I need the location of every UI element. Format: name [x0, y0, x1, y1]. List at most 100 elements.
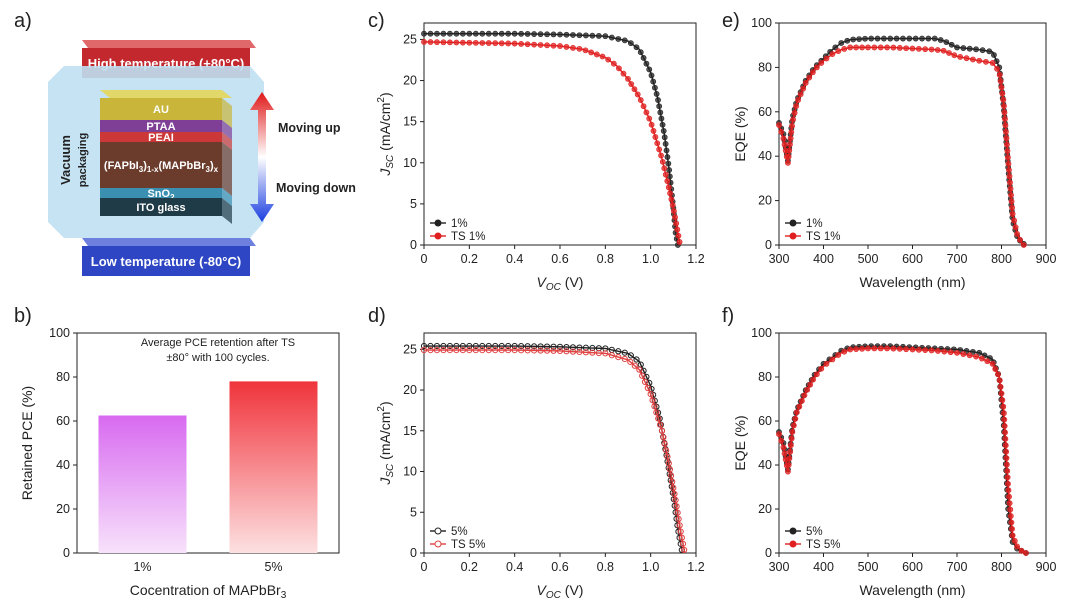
- y-axis-label: EQE (%): [732, 415, 748, 470]
- data-point: [646, 66, 653, 73]
- y-tick-label: 5: [410, 505, 417, 519]
- data-point: [788, 435, 795, 442]
- data-point: [434, 30, 440, 37]
- data-point: [1004, 468, 1011, 474]
- data-point: [847, 346, 854, 353]
- x-tick-label: 600: [902, 252, 923, 266]
- data-point: [835, 352, 842, 358]
- data-point: [610, 60, 617, 67]
- y-tick-label: 0: [765, 238, 772, 252]
- data-point: [674, 226, 681, 233]
- data-point: [440, 39, 447, 46]
- chart-e: 0 20 40 60 80 100 EQE (%) 300 400 500 600 700 800 900…: [732, 16, 1056, 290]
- layer-1: [100, 120, 222, 132]
- y-tick-label: 15: [403, 424, 417, 438]
- data-point: [550, 343, 557, 350]
- data-point: [969, 56, 976, 63]
- plot-frame: [423, 22, 697, 246]
- data-point: [472, 30, 479, 37]
- data-point: [1000, 403, 1007, 410]
- data-point: [780, 135, 787, 142]
- data-point: [785, 159, 791, 166]
- data-point: [947, 349, 954, 356]
- data-point: [615, 348, 622, 355]
- data-point: [511, 347, 518, 354]
- y-tick-label: 10: [403, 156, 417, 170]
- data-point: [621, 37, 628, 44]
- data-point: [524, 343, 531, 350]
- data-point: [887, 35, 894, 42]
- annotation-line: ±80° with 100 cycles.: [166, 352, 269, 364]
- x-tick-label: 1.2: [687, 252, 704, 266]
- data-point: [640, 103, 647, 110]
- data-point: [677, 528, 684, 535]
- data-point: [492, 40, 499, 47]
- data-point: [498, 347, 505, 354]
- data-point: [1005, 154, 1011, 161]
- data-point: [960, 45, 967, 51]
- data-point: [657, 421, 664, 428]
- legend-marker-0: [434, 219, 442, 227]
- series-line-0: [424, 345, 684, 554]
- y-tick-label: 100: [49, 326, 70, 340]
- data-point: [919, 35, 925, 42]
- data-point: [537, 42, 544, 48]
- data-point: [813, 64, 820, 71]
- data-point: [801, 392, 808, 399]
- x-tick-label: 500: [858, 560, 879, 574]
- data-point: [621, 355, 628, 363]
- y-axis-label: JSC (mA/cm2): [376, 92, 396, 176]
- data-point: [569, 344, 577, 351]
- series-line-1: [423, 41, 681, 246]
- legend-marker-0: [434, 527, 442, 535]
- data-point: [643, 60, 650, 67]
- data-point: [657, 109, 664, 116]
- data-point: [459, 342, 466, 350]
- data-point: [999, 90, 1006, 97]
- x-tick-label: 0.8: [597, 560, 614, 574]
- data-point: [1007, 506, 1014, 513]
- data-point: [648, 72, 655, 79]
- data-point: [785, 468, 791, 475]
- y-tick-label: 80: [758, 60, 772, 74]
- data-point: [672, 214, 678, 221]
- data-point: [1008, 519, 1015, 526]
- y-tick-label: 60: [758, 414, 772, 428]
- data-point: [1004, 474, 1011, 481]
- data-point: [818, 365, 825, 372]
- data-point: [563, 44, 570, 50]
- panel-d-label: d): [368, 305, 386, 327]
- data-point: [900, 35, 906, 42]
- data-point: [925, 35, 932, 42]
- data-point: [518, 41, 525, 47]
- data-point: [884, 44, 890, 51]
- data-point: [1001, 423, 1008, 429]
- data-point: [637, 49, 644, 56]
- data-point: [1002, 429, 1008, 436]
- legend-label-0: 1%: [806, 218, 823, 230]
- data-point: [440, 342, 447, 350]
- layer-label-2: PEAI: [148, 132, 174, 144]
- data-point: [877, 345, 884, 352]
- data-point: [1003, 448, 1010, 455]
- data-point: [922, 46, 929, 53]
- legend-label-1: TS 5%: [451, 539, 486, 551]
- data-point: [505, 342, 512, 350]
- y-tick-label: 0: [410, 546, 417, 560]
- data-point: [644, 384, 651, 392]
- moving-down-label: Moving down: [276, 181, 356, 195]
- data-point: [1005, 487, 1012, 494]
- x-tick-label: 0.2: [461, 560, 478, 574]
- data-point: [531, 31, 537, 37]
- y-tick-label: 20: [758, 194, 772, 208]
- y-tick-label: 20: [403, 74, 417, 88]
- data-point: [787, 135, 794, 142]
- data-point: [652, 84, 658, 91]
- data-point: [841, 348, 848, 355]
- data-point: [807, 381, 814, 388]
- data-point: [662, 140, 669, 147]
- data-point: [530, 343, 538, 350]
- y-tick-label: 5: [410, 197, 417, 211]
- data-point: [621, 349, 628, 356]
- data-point: [599, 53, 606, 60]
